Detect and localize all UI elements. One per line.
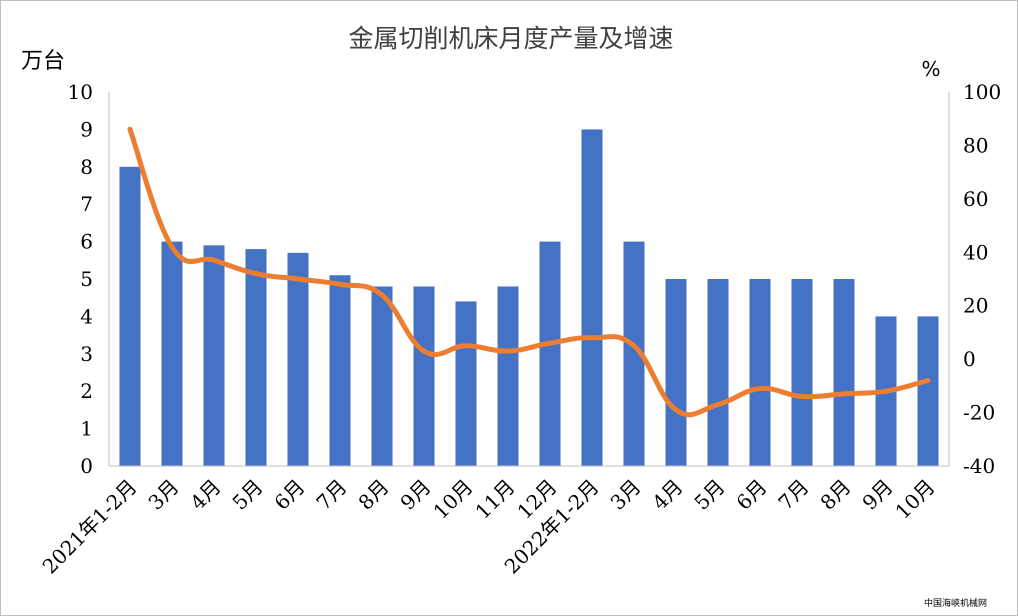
- bar-12: [623, 241, 645, 466]
- left-tick-label: 6: [80, 230, 93, 254]
- left-tick-label: 8: [80, 155, 93, 179]
- bar-19: [917, 316, 939, 466]
- left-tick-label: 3: [80, 342, 93, 366]
- bar-2: [203, 245, 225, 466]
- chart-title: 金属切削机床月度产量及增速: [348, 24, 673, 53]
- x-tick-label: 5月: [227, 475, 267, 515]
- x-tick-label: 10月: [890, 475, 939, 524]
- growth-point-5: [337, 281, 343, 287]
- x-tick-label: 7月: [773, 475, 813, 515]
- growth-point-16: [799, 394, 805, 400]
- growth-point-1: [169, 244, 175, 250]
- right-tick-label: 20: [963, 294, 988, 318]
- growth-point-19: [925, 378, 931, 384]
- bar-9: [497, 286, 519, 466]
- growth-point-15: [757, 386, 763, 392]
- x-tick-label: 3月: [143, 475, 183, 515]
- x-tick-label: 11月: [470, 475, 519, 524]
- bar-6: [371, 286, 393, 466]
- x-tick-label: 6月: [731, 475, 771, 515]
- right-tick-label: 100: [963, 80, 1001, 104]
- left-tick-label: 5: [80, 267, 93, 291]
- bar-4: [287, 252, 309, 466]
- growth-point-10: [547, 340, 553, 346]
- growth-point-14: [715, 402, 721, 408]
- bar-1: [161, 241, 183, 466]
- right-tick-label: -40: [963, 454, 995, 478]
- bar-15: [749, 279, 771, 466]
- growth-point-0: [127, 126, 133, 132]
- bar-16: [791, 279, 813, 466]
- right-tick-label: 40: [963, 240, 988, 264]
- x-tick-label: 3月: [605, 475, 645, 515]
- x-tick-label: 4月: [647, 475, 687, 515]
- bar-14: [707, 279, 729, 466]
- x-tick-label: 7月: [311, 475, 351, 515]
- bar-5: [329, 275, 351, 466]
- left-tick-label: 4: [80, 304, 93, 328]
- growth-point-9: [505, 348, 511, 354]
- bar-17: [833, 279, 855, 466]
- left-axis-unit: 万台: [21, 49, 65, 74]
- bar-7: [413, 286, 435, 466]
- left-tick-label: 2: [80, 379, 93, 403]
- growth-point-4: [295, 276, 301, 282]
- x-tick-label: 10月: [428, 475, 477, 524]
- growth-point-2: [211, 257, 217, 263]
- growth-point-18: [883, 388, 889, 394]
- x-tick-label: 5月: [689, 475, 729, 515]
- bar-8: [455, 301, 477, 466]
- growth-point-17: [841, 391, 847, 397]
- right-axis-unit: %: [921, 57, 940, 81]
- bar-11: [581, 129, 603, 466]
- bar-13: [665, 279, 687, 466]
- x-tick-label: 8月: [815, 475, 855, 515]
- growth-line: [127, 126, 931, 418]
- x-tick-label: 8月: [353, 475, 393, 515]
- right-tick-label: 60: [963, 187, 988, 211]
- growth-point-8: [463, 343, 469, 349]
- x-tick-label: 4月: [185, 475, 225, 515]
- bar-10: [539, 241, 561, 466]
- bar-3: [245, 249, 267, 466]
- growth-point-12: [631, 343, 637, 349]
- growth-point-13: [673, 407, 679, 413]
- right-tick-label: -20: [963, 401, 995, 425]
- left-tick-label: 1: [80, 417, 93, 441]
- x-tick-label: 6月: [269, 475, 309, 515]
- left-tick-label: 0: [80, 454, 93, 478]
- watermark: 中国海峡机械网: [923, 599, 987, 609]
- right-tick-label: 0: [963, 347, 976, 371]
- right-tick-label: 80: [963, 133, 988, 157]
- x-tick-label: 2021年1-2月: [38, 475, 142, 579]
- left-tick-label: 9: [80, 117, 93, 141]
- bar-0: [119, 166, 141, 467]
- growth-point-3: [253, 271, 259, 277]
- growth-point-7: [421, 348, 427, 354]
- left-tick-label: 10: [68, 80, 93, 104]
- left-tick-label: 7: [80, 192, 93, 216]
- growth-point-6: [379, 292, 385, 298]
- growth-point-11: [589, 335, 595, 341]
